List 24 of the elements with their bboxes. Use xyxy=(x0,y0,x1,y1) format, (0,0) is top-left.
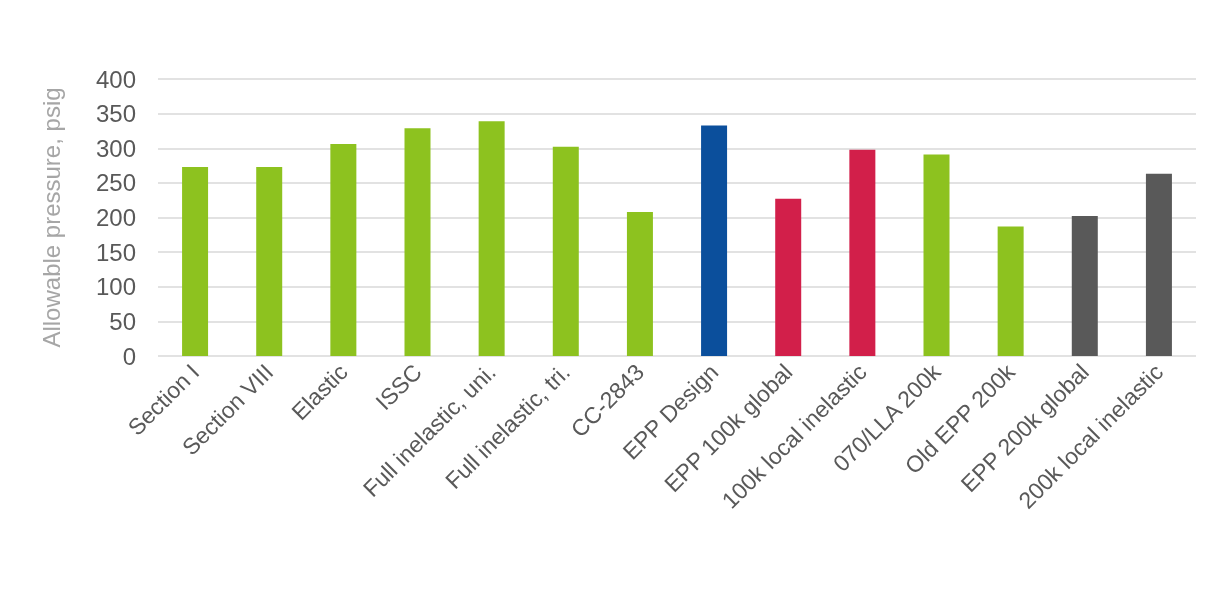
y-tick-label: 0 xyxy=(122,342,136,370)
y-tick-label: 400 xyxy=(95,65,136,93)
bar xyxy=(552,146,579,356)
bar xyxy=(1145,173,1172,356)
bar xyxy=(478,121,505,356)
bar xyxy=(182,166,209,356)
bar xyxy=(330,144,357,356)
bar xyxy=(701,125,728,356)
y-axis-title: Allowable pressure, psig xyxy=(37,87,65,348)
bar xyxy=(923,154,950,356)
bar xyxy=(626,211,653,356)
bar xyxy=(849,149,876,356)
y-tick-label: 150 xyxy=(95,238,136,266)
bar xyxy=(1071,216,1098,356)
y-tick-label: 300 xyxy=(95,134,136,162)
y-tick-label: 50 xyxy=(109,307,136,335)
bar xyxy=(997,226,1024,356)
bar xyxy=(404,128,431,356)
y-tick-label: 250 xyxy=(95,169,136,197)
bar xyxy=(256,166,283,356)
y-tick-label: 350 xyxy=(95,100,136,128)
y-tick-label: 100 xyxy=(95,273,136,301)
bar xyxy=(775,198,802,356)
y-tick-label: 200 xyxy=(95,204,136,231)
